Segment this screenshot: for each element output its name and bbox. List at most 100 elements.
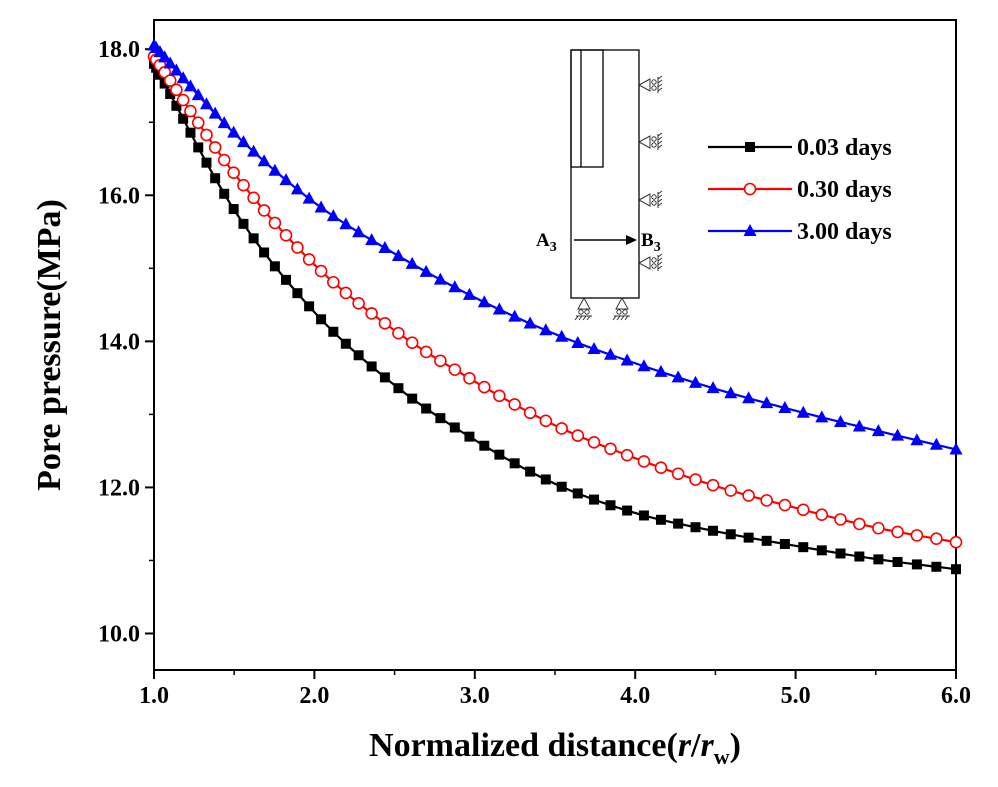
- data-point-triangle: [929, 437, 943, 450]
- data-point-triangle: [326, 209, 340, 222]
- data-point-circle: [555, 422, 568, 435]
- data-point-square: [393, 383, 404, 394]
- x-tick-label: 1.0: [139, 683, 169, 709]
- data-point-triangle: [871, 424, 885, 437]
- data-point-square: [725, 529, 736, 540]
- data-point-square: [353, 350, 364, 361]
- data-point-circle: [419, 345, 433, 359]
- data-point-triangle: [158, 50, 172, 63]
- data-point-square: [340, 338, 351, 349]
- data-point-triangle: [523, 316, 537, 329]
- data-point-circle: [208, 141, 222, 154]
- data-point-triangle: [191, 88, 205, 101]
- x-tick-label: 5.0: [781, 683, 811, 709]
- data-point-circle: [227, 166, 240, 179]
- legend: 0.03 days 0.30 days 3.00 days: [708, 135, 892, 245]
- data-point-triangle: [433, 272, 447, 285]
- data-point-triangle: [949, 442, 963, 455]
- data-point-square: [690, 522, 701, 533]
- data-point-triangle: [654, 364, 668, 377]
- data-point-square: [638, 510, 649, 521]
- data-point-circle: [671, 467, 685, 481]
- data-point-triangle: [279, 173, 293, 186]
- legend-item: 0.03 days: [708, 135, 892, 161]
- data-point-circle: [872, 521, 885, 535]
- y-tick-labels: 10.0 12.0 14.0 16.0 18.0: [98, 37, 140, 647]
- x-axis-title: Normalized distance(r/rw): [369, 727, 741, 769]
- data-point-triangle: [815, 410, 829, 423]
- series-3-00-days: [147, 38, 963, 455]
- data-point-triangle: [778, 400, 792, 413]
- data-point-triangle: [555, 329, 569, 342]
- data-point-square: [407, 393, 418, 404]
- legend-item: 0.30 days: [708, 177, 892, 203]
- data-point-square: [201, 157, 212, 168]
- data-point-triangle: [217, 116, 231, 129]
- data-point-circle: [405, 336, 419, 350]
- data-point-square: [708, 525, 719, 536]
- data-point-triangle: [587, 341, 601, 354]
- data-point-square: [449, 422, 460, 433]
- inset-domain-box: [570, 49, 640, 299]
- data-point-square: [159, 78, 170, 89]
- data-point-triangle: [539, 323, 553, 336]
- data-point-square: [743, 532, 754, 543]
- data-point-circle: [463, 372, 476, 385]
- data-point-triangle: [183, 79, 197, 92]
- data-point-square: [171, 100, 182, 111]
- data-point-circle: [853, 517, 866, 531]
- data-point-square: [304, 301, 315, 312]
- data-point-circle: [778, 498, 792, 512]
- data-point-circle: [200, 128, 213, 142]
- data-point-circle: [604, 442, 617, 456]
- roller-support-symbol: [637, 132, 663, 150]
- data-point-triangle: [391, 248, 405, 261]
- data-point-triangle: [891, 428, 905, 441]
- data-point-circle: [654, 461, 668, 474]
- data-point-square: [854, 551, 865, 562]
- data-point-circle: [302, 253, 316, 266]
- data-point-triangle: [290, 182, 304, 195]
- data-point-triangle: [339, 217, 353, 230]
- data-point-circle: [949, 535, 963, 549]
- data-point-square: [178, 113, 189, 124]
- data-point-square: [816, 545, 827, 556]
- data-point-circle: [834, 513, 847, 526]
- data-point-circle: [237, 178, 250, 192]
- data-point-triangle: [199, 97, 213, 110]
- data-point-square: [366, 361, 377, 372]
- data-point-circle: [327, 275, 340, 289]
- data-point-circle: [523, 406, 537, 420]
- data-point-triangle: [796, 405, 810, 418]
- data-point-triangle: [724, 386, 738, 399]
- data-point-square: [185, 127, 196, 138]
- data-point-triangle: [706, 381, 720, 394]
- data-point-circle: [477, 380, 491, 394]
- data-point-circle: [796, 503, 810, 517]
- data-point-circle: [508, 398, 521, 411]
- data-point-square: [525, 466, 536, 477]
- data-point-circle: [170, 83, 183, 97]
- data-point-square: [421, 403, 432, 414]
- data-point-circle: [891, 525, 904, 539]
- data-point-circle: [191, 116, 205, 130]
- legend-label: 3.00 days: [797, 219, 892, 245]
- data-point-triangle: [208, 106, 222, 119]
- data-point-circle: [724, 484, 738, 497]
- data-point-square: [435, 413, 446, 424]
- roller-support-symbol: [637, 190, 663, 208]
- data-point-triangle: [352, 225, 366, 238]
- data-point-circle: [706, 478, 720, 492]
- legend-item: 3.00 days: [708, 219, 892, 245]
- data-point-circle: [620, 448, 634, 462]
- data-point-triangle: [833, 414, 847, 427]
- data-point-square: [835, 548, 846, 559]
- data-point-square: [745, 142, 755, 152]
- data-point-square: [238, 218, 249, 229]
- data-point-triangle: [620, 353, 634, 366]
- data-point-circle: [247, 191, 260, 205]
- data-point-circle: [637, 455, 651, 468]
- data-point-circle: [742, 489, 755, 502]
- y-tick-label: 12.0: [98, 475, 140, 501]
